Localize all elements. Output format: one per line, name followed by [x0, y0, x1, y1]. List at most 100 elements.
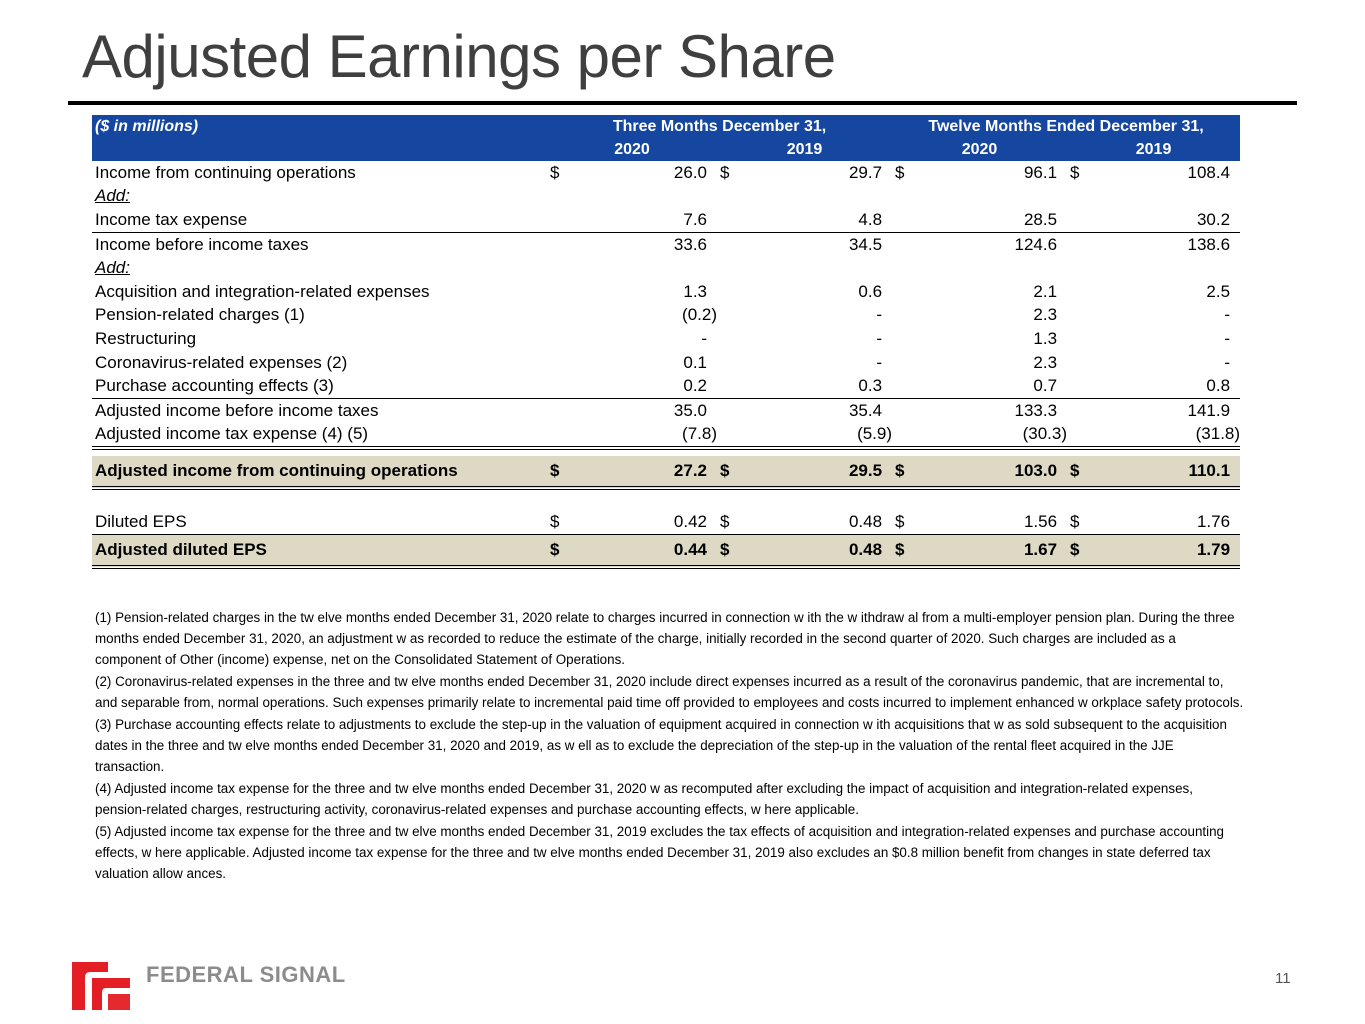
federal-signal-logo-mark	[72, 962, 130, 1010]
cell-value: 29.7	[848, 162, 883, 182]
currency-symbol	[547, 422, 567, 451]
eps-table: ($ in millions) Three Months December 31…	[92, 115, 1241, 569]
table-row: Purchase accounting effects (3) 0.2 0.3 0.7…	[92, 374, 1241, 399]
currency-symbol	[892, 232, 912, 256]
row-label: Adjusted income tax expense (4) (5)	[92, 422, 547, 451]
cell-value: 1.3	[683, 281, 707, 301]
currency-symbol	[717, 351, 737, 375]
table-row: Add:	[92, 185, 1240, 209]
cell-value: 108.4	[1187, 162, 1231, 182]
currency-symbol: $	[720, 162, 730, 182]
currency-symbol: $	[1067, 510, 1088, 535]
cell-value: 0.42	[567, 510, 717, 535]
table-row: Income tax expense 7.6 4.8 28.5 30.2	[92, 208, 1241, 233]
cell-value: 35.0	[673, 400, 707, 420]
cell-value: -	[1224, 328, 1231, 348]
row-label-text: Diluted EPS	[95, 511, 187, 531]
federal-signal-logo	[72, 962, 130, 1010]
row-label-text: Income tax expense	[95, 209, 248, 229]
table-row: Adjusted income before income taxes 35.0 3…	[92, 398, 1240, 422]
cell-value: 0.44	[567, 534, 717, 569]
group-header-three-months: Three Months December 31,	[547, 115, 893, 138]
row-label: Adjusted income before income taxes	[92, 398, 547, 422]
footnote: (5) Adjusted income tax expense for the …	[95, 823, 1224, 881]
currency-symbol: $	[895, 162, 905, 182]
row-label-text: Adjusted diluted EPS	[95, 539, 267, 559]
year-header: 2019	[717, 138, 893, 161]
cell-value: 0.6	[858, 281, 883, 301]
currency-symbol	[892, 422, 913, 451]
currency-symbol	[547, 398, 567, 422]
row-label-text: Adjusted income from continuing operatio…	[95, 461, 458, 481]
cell-value: 2.3	[1033, 352, 1058, 372]
currency-symbol: $	[1067, 456, 1088, 491]
cell-value: -	[1224, 305, 1231, 325]
cell-value: 2.1	[1033, 281, 1058, 301]
row-label: Purchase accounting effects (3)	[92, 374, 547, 399]
currency-symbol	[1067, 422, 1088, 451]
currency-symbol: $	[892, 534, 913, 569]
currency-symbol	[892, 351, 912, 375]
currency-symbol	[892, 185, 912, 209]
row-label-text: Add:	[95, 258, 130, 278]
cell-value: 0.8	[1087, 374, 1241, 399]
cell-value: 2.3	[1033, 305, 1058, 325]
footnote: (1) Pension-related charges in the tw el…	[95, 610, 1235, 667]
table-row: Adjusted income tax expense (4) (5) (7.8)…	[92, 422, 1241, 451]
cell-value: -	[876, 352, 883, 372]
row-label-text: Income from continuing operations	[95, 162, 356, 182]
currency-symbol: $	[1067, 534, 1088, 569]
page-title: Adjusted Earnings per Share	[82, 23, 836, 90]
table-row: Acquisition and integration-related expe…	[92, 280, 1240, 304]
currency-symbol: $	[892, 456, 913, 491]
table-year-row: 2020 2019 2020 2019	[92, 138, 1241, 161]
cell-value	[737, 256, 892, 280]
currency-symbol	[547, 208, 567, 233]
footnotes: (1) Pension-related charges in the tw el…	[95, 608, 1245, 886]
group-header-twelve-months: Twelve Months Ended December 31,	[892, 115, 1241, 138]
cell-value: (0.2)	[682, 305, 717, 325]
currency-symbol	[1067, 208, 1088, 233]
cell-value: 1.76	[1087, 510, 1241, 535]
currency-symbol: $	[892, 510, 913, 535]
cell-value: 1.56	[912, 510, 1068, 535]
cell-value: 1.3	[1033, 328, 1058, 348]
cell-value: 1.67	[912, 534, 1068, 569]
year-header: 2019	[1067, 138, 1241, 161]
cell-value: 30.2	[1087, 208, 1241, 233]
currency-symbol	[717, 304, 737, 328]
cell-value: -	[876, 328, 883, 348]
footnote: (4) Adjusted income tax expense for the …	[95, 780, 1193, 817]
cell-value: 34.5	[848, 234, 883, 254]
table-row: Adjusted income from continuing operatio…	[92, 456, 1241, 491]
currency-symbol: $	[717, 534, 737, 569]
row-label-text: Income before income taxes	[95, 234, 309, 254]
year-header: 2020	[547, 138, 717, 161]
currency-symbol	[1067, 351, 1087, 375]
currency-symbol	[717, 398, 737, 422]
row-label: Acquisition and integration-related expe…	[92, 280, 547, 304]
table-row: Income before income taxes 33.6 34.5 124.6 1…	[92, 232, 1240, 256]
footnote: (2) Coronavirus-related expenses in the …	[95, 673, 1244, 710]
currency-symbol: $	[1070, 162, 1080, 182]
cell-value: 138.6	[1187, 234, 1231, 254]
row-label: Diluted EPS	[92, 510, 547, 535]
cell-value	[567, 256, 717, 280]
cell-value: (7.8)	[567, 422, 717, 451]
currency-symbol	[717, 185, 737, 209]
currency-symbol	[1067, 398, 1087, 422]
row-label: Add:	[92, 256, 547, 280]
cell-value	[567, 185, 717, 209]
currency-symbol	[892, 374, 913, 399]
cell-value: 29.5	[737, 456, 893, 491]
currency-symbol	[547, 327, 567, 351]
currency-symbol	[547, 304, 567, 328]
currency-symbol	[1067, 280, 1087, 304]
footnote: (3) Purchase accounting effects relate t…	[95, 716, 1227, 774]
cell-value: 33.6	[673, 234, 707, 254]
currency-symbol	[1067, 327, 1087, 351]
currency-symbol	[547, 232, 567, 256]
cell-value: 2.5	[1206, 281, 1231, 301]
currency-symbol: $	[547, 534, 567, 569]
currency-symbol: $	[547, 510, 567, 535]
